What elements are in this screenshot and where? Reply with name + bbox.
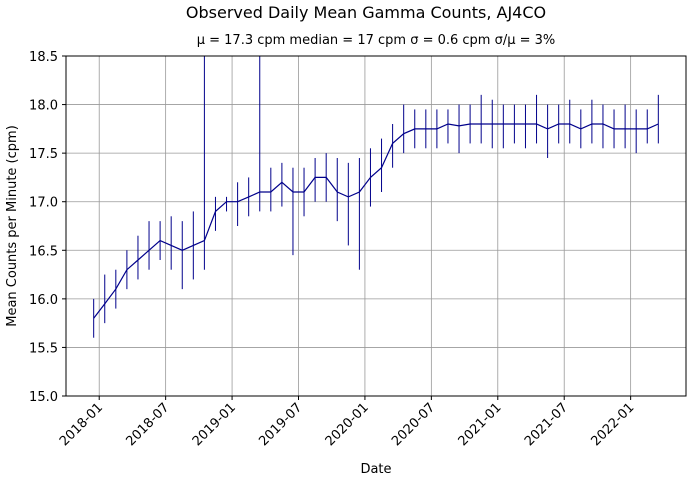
x-tick-label: 2021-07 [522,400,571,449]
plot-frame [65,55,687,397]
x-tick-label: 2020-01 [323,400,372,449]
series-line [93,123,659,319]
y-tick-label: 15.0 [29,390,58,405]
y-tick-label: 18.5 [29,50,58,65]
x-tick-label: 2018-01 [57,400,106,449]
y-tick-label: 17.5 [29,147,58,162]
y-tick-label: 15.5 [29,341,58,356]
x-axis-label: Date [360,462,391,477]
x-tick-label: 2020-07 [389,400,438,449]
x-tick-label: 2021-01 [456,400,505,449]
chart-subtitle: μ = 17.3 cpm median = 17 cpm σ = 0.6 cpm… [197,33,556,48]
y-tick-label: 17.0 [29,196,58,211]
chart-title: Observed Daily Mean Gamma Counts, AJ4CO [186,3,546,22]
x-tick-label: 2019-01 [190,400,239,449]
y-tick-label: 16.5 [29,244,58,259]
y-tick-label: 18.0 [29,99,58,114]
y-axis-label: Mean Counts per Minute (cpm) [5,125,20,327]
x-tick-label: 2019-07 [256,400,305,449]
x-tick-label: 2022-01 [588,400,637,449]
y-tick-label: 16.0 [29,293,58,308]
x-tick-label: 2018-07 [123,400,172,449]
